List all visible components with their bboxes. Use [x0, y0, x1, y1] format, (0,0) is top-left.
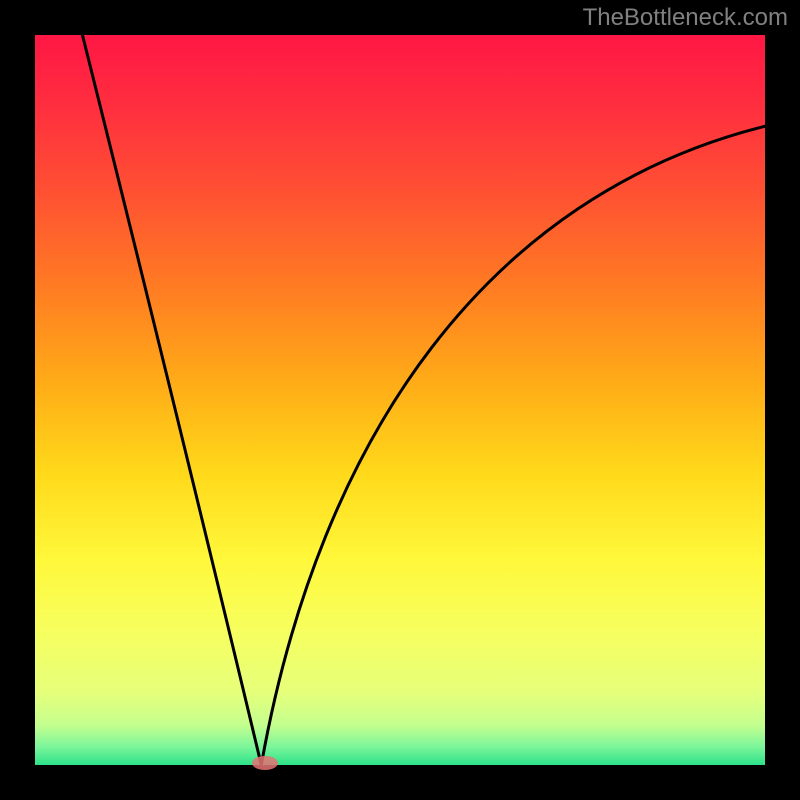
bottleneck-curve	[35, 35, 765, 765]
watermark-text: TheBottleneck.com	[583, 4, 788, 32]
optimal-point-marker	[252, 756, 278, 770]
chart-container: TheBottleneck.com	[0, 0, 800, 800]
plot-area	[35, 35, 765, 765]
